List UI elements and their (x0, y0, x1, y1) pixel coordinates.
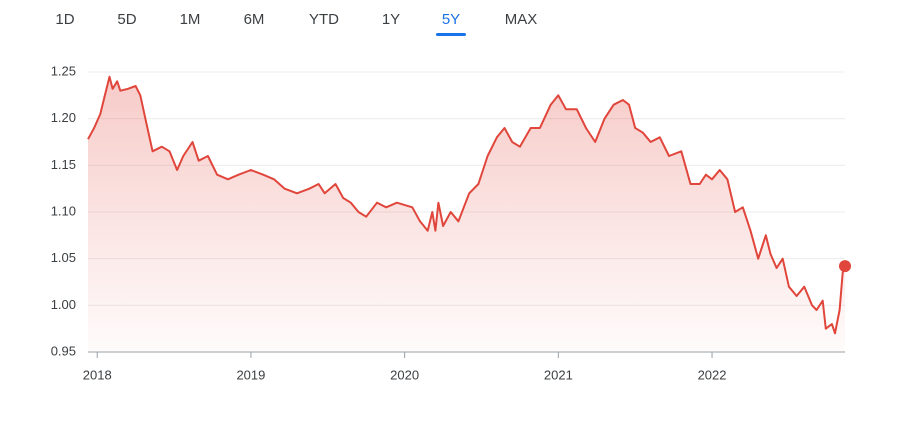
y-tick-label: 1.05 (51, 250, 76, 265)
range-tab[interactable]: 1Y (382, 11, 400, 28)
current-point (839, 260, 851, 273)
price-line (87, 75, 846, 335)
y-tick-label: 1.20 (51, 110, 76, 125)
x-tick-label: 2020 (390, 367, 419, 382)
tab-underline (436, 33, 466, 36)
x-tick-label: 2019 (236, 367, 265, 382)
y-tick-label: 1.15 (51, 157, 76, 172)
range-tab[interactable]: MAX (505, 11, 538, 28)
range-tab[interactable]: 5Y (442, 11, 460, 28)
y-tick-label: 1.00 (51, 297, 76, 312)
x-tick-label: 2022 (698, 367, 727, 382)
range-tab[interactable]: 6M (244, 11, 265, 28)
range-tab[interactable]: 5D (117, 11, 136, 28)
y-tick-label: 1.25 (51, 63, 76, 78)
range-tab[interactable]: YTD (309, 11, 339, 28)
y-tick-label: 1.10 (51, 203, 76, 218)
range-tab[interactable]: 1D (55, 11, 74, 28)
range-tab[interactable]: 1M (180, 11, 201, 28)
x-tick-label: 2021 (544, 367, 573, 382)
x-tick-label: 2018 (83, 367, 112, 382)
area-fill (88, 76, 845, 352)
y-tick-label: 0.95 (51, 343, 76, 358)
